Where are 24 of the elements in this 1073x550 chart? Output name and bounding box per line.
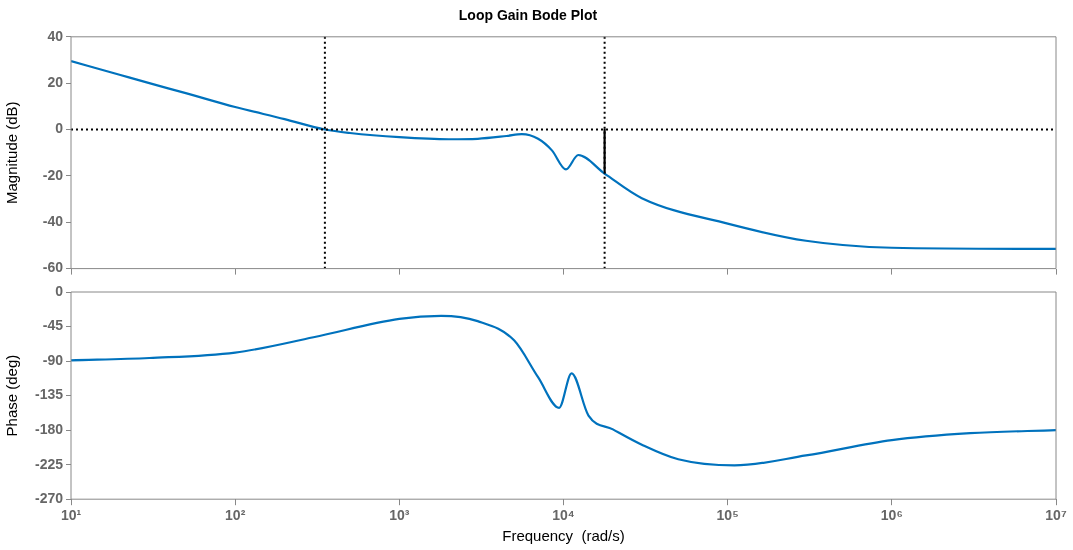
- x-tick-label: 10⁶: [880, 507, 903, 524]
- y-tick-label: -270: [34, 490, 64, 507]
- x-axis-title: Frequency (rad/s): [502, 527, 625, 545]
- y-tick-label: -135: [34, 386, 64, 403]
- x-tick-label: 10⁵: [716, 507, 739, 524]
- x-tick-label: 10⁴: [552, 507, 575, 524]
- y-tick-label: -45: [42, 317, 64, 334]
- y-tick-label: 0: [55, 120, 64, 137]
- y-tick-label: -225: [34, 455, 64, 472]
- y-tick-label: 20: [47, 74, 64, 91]
- y-tick-label: -40: [42, 213, 64, 230]
- y-tick-label: 40: [47, 27, 64, 44]
- x-tick-label: 10¹: [60, 507, 82, 524]
- x-tick-label: 10²: [225, 507, 246, 524]
- y-axis-title: Magnitude (dB): [3, 101, 21, 204]
- y-tick-label: -90: [42, 351, 64, 368]
- chart-title: Loop Gain Bode Plot: [458, 7, 598, 24]
- y-axis-title: Phase (deg): [3, 354, 21, 437]
- y-tick-label: -20: [42, 166, 64, 183]
- x-tick-label: 10⁷: [1045, 507, 1067, 524]
- y-tick-label: 0: [55, 282, 64, 299]
- y-tick-label: -60: [42, 259, 64, 276]
- x-tick-label: 10³: [389, 507, 410, 524]
- y-tick-label: -180: [34, 420, 64, 437]
